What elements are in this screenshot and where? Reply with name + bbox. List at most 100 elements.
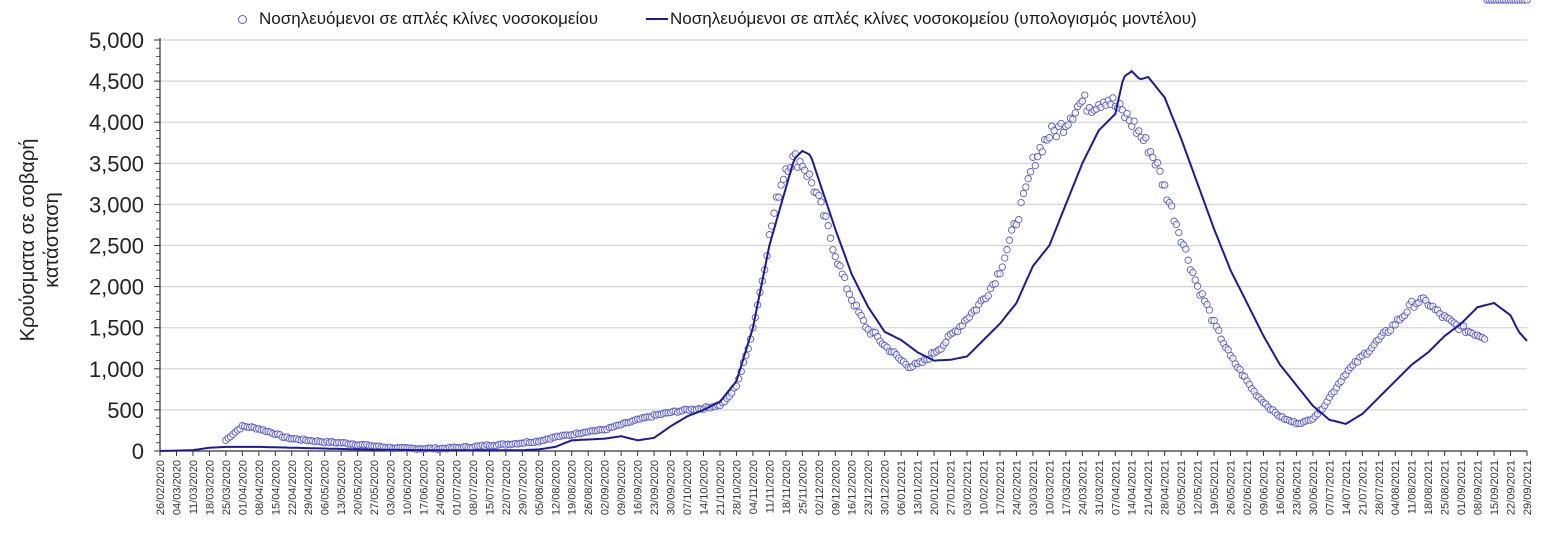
x-tick-label: 25/03/2020 [221, 460, 233, 515]
x-tick-label: 08/04/2020 [254, 460, 266, 515]
legend-label-model: Νοσηλευόμενοι σε απλές κλίνες νοσοκομείο… [670, 9, 1197, 28]
x-tick-label: 20/01/2021 [929, 460, 941, 515]
x-tick-label: 03/06/2020 [386, 460, 398, 515]
x-axis: 26/02/2020 04/03/2020 11/03/2020 18/03/2020… [155, 450, 1534, 515]
x-tick-label: 10/03/2021 [1044, 460, 1056, 515]
x-tick-label: 29/07/2020 [517, 460, 529, 515]
x-tick-label: 30/09/2020 [666, 460, 678, 515]
x-tick-label: 26/08/2020 [583, 460, 595, 515]
x-tick-label: 11/11/2020 [764, 460, 776, 513]
x-tick-label: 01/04/2020 [237, 460, 249, 515]
x-tick-label: 21/04/2021 [1143, 460, 1155, 515]
x-tick-label: 02/09/2020 [600, 460, 612, 515]
x-tick-label: 30/12/2020 [880, 460, 892, 515]
x-tick-label: 28/07/2021 [1374, 460, 1386, 515]
y-tick-label: 1,500 [89, 316, 144, 341]
legend-label-observed: Νοσηλευόμενοι σε απλές κλίνες νοσοκομείο… [259, 9, 599, 28]
y-tick-label: 3,000 [89, 192, 144, 217]
x-tick-label: 16/06/2021 [1275, 460, 1287, 515]
x-tick-label: 02/06/2021 [1242, 460, 1254, 515]
x-tick-label: 19/05/2021 [1209, 460, 1221, 515]
x-tick-label: 28/10/2020 [731, 460, 743, 515]
x-tick-label: 04/03/2020 [171, 460, 183, 515]
x-tick-label: 08/09/2021 [1473, 460, 1485, 515]
observed-series-markers [222, 0, 1531, 453]
x-tick-label: 18/11/2020 [781, 460, 793, 514]
y-tick-label: 1,000 [89, 357, 144, 382]
x-tick-label: 31/03/2021 [1094, 460, 1106, 515]
x-tick-label: 25/08/2021 [1440, 460, 1452, 515]
x-tick-label: 11/03/2020 [188, 460, 200, 514]
x-tick-label: 20/05/2020 [353, 460, 365, 515]
x-tick-label: 22/09/2021 [1506, 460, 1518, 515]
x-tick-label: 29/04/2020 [303, 460, 315, 515]
x-tick-label: 04/08/2021 [1390, 460, 1402, 515]
x-tick-label: 23/09/2020 [649, 460, 661, 515]
x-tick-label: 07/07/2021 [1324, 460, 1336, 515]
gridlines [160, 39, 1527, 411]
y-tick-label: 5,000 [89, 28, 144, 53]
x-tick-label: 23/12/2020 [863, 460, 875, 515]
x-tick-label: 09/06/2021 [1258, 460, 1270, 515]
x-tick-label: 09/09/2020 [616, 460, 628, 515]
x-tick-label: 15/04/2020 [270, 460, 282, 515]
x-tick-label: 05/08/2020 [534, 460, 546, 515]
y-axis: 0 500 1,000 1,500 2,000 2,500 3,000 3,500 4,000 4… [89, 28, 161, 464]
x-tick-label: 18/08/2021 [1423, 460, 1435, 515]
x-tick-label: 22/07/2020 [501, 460, 513, 515]
x-tick-label: 13/01/2021 [913, 460, 925, 515]
y-tick-label: 500 [107, 398, 144, 423]
x-tick-label: 03/03/2021 [1028, 460, 1040, 515]
x-tick-label: 30/06/2021 [1308, 460, 1320, 515]
x-tick-label: 14/10/2020 [699, 460, 711, 515]
open-circle-marker-icon [238, 14, 247, 24]
x-tick-label: 08/07/2020 [468, 460, 480, 515]
x-tick-label: 22/04/2020 [287, 460, 299, 515]
x-tick-label: 27/01/2021 [946, 460, 958, 515]
line-marker-icon [646, 18, 669, 20]
x-tick-label: 07/04/2021 [1110, 460, 1122, 515]
x-tick-label: 24/03/2021 [1077, 460, 1089, 515]
x-tick-label: 12/08/2020 [550, 460, 562, 515]
y-tick-label: 4,000 [89, 110, 144, 135]
x-tick-label: 15/09/2021 [1489, 460, 1501, 515]
x-tick-label: 28/04/2021 [1160, 460, 1172, 515]
chart-legend: Νοσηλευόμενοι σε απλές κλίνες νοσοκομείο… [238, 6, 1245, 32]
y-tick-label: 0 [132, 439, 144, 464]
y-tick-label: 4,500 [89, 69, 144, 94]
x-tick-label: 25/11/2020 [797, 460, 809, 514]
x-tick-label: 02/12/2020 [814, 460, 826, 515]
x-tick-label: 14/07/2021 [1341, 460, 1353, 515]
x-tick-label: 11/08/2021 [1407, 460, 1419, 514]
x-tick-label: 26/05/2021 [1226, 460, 1238, 515]
x-tick-label: 05/05/2021 [1176, 460, 1188, 515]
model-series-line [159, 69, 1528, 452]
x-tick-label: 01/07/2020 [451, 460, 463, 515]
x-tick-label: 14/04/2021 [1127, 460, 1139, 515]
x-tick-label: 21/10/2020 [715, 460, 727, 515]
x-tick-label: 17/02/2021 [995, 460, 1007, 515]
y-tick-label: 3,500 [89, 151, 144, 176]
x-tick-label: 17/06/2020 [419, 460, 431, 515]
x-tick-label: 16/09/2020 [633, 460, 645, 515]
x-tick-label: 03/02/2021 [962, 460, 974, 515]
x-tick-label: 24/06/2020 [435, 460, 447, 515]
x-tick-label: 04/11/2020 [748, 460, 760, 514]
x-tick-label: 27/05/2020 [369, 460, 381, 515]
x-tick-label: 15/07/2020 [484, 460, 496, 515]
y-tick-label: 2,000 [89, 275, 144, 300]
x-tick-label: 07/10/2020 [682, 460, 694, 515]
x-tick-label: 29/09/2021 [1522, 460, 1534, 515]
x-tick-label: 17/03/2021 [1061, 460, 1073, 515]
x-tick-label: 06/01/2021 [896, 460, 908, 515]
legend-item-model: Νοσηλευόμενοι σε απλές κλίνες νοσοκομείο… [646, 9, 1197, 29]
x-tick-label: 13/05/2020 [336, 460, 348, 515]
x-tick-label: 18/03/2020 [204, 460, 216, 515]
x-tick-label: 19/08/2020 [567, 460, 579, 515]
x-tick-label: 01/09/2021 [1456, 460, 1468, 515]
x-tick-label: 10/06/2020 [402, 460, 414, 515]
x-tick-label: 12/05/2021 [1193, 460, 1205, 515]
x-tick-label: 21/07/2021 [1357, 460, 1369, 515]
legend-item-observed: Νοσηλευόμενοι σε απλές κλίνες νοσοκομείο… [238, 9, 598, 29]
